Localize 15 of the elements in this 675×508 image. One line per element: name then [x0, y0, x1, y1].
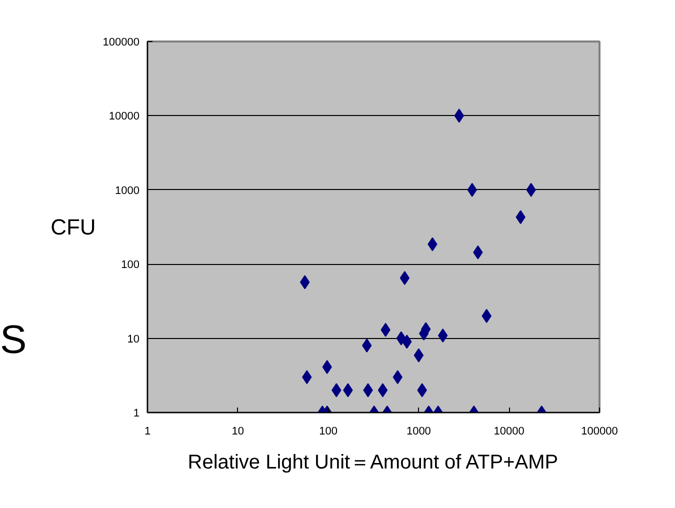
y-tick-label: 100000 — [102, 36, 140, 48]
y-tick-label: 10 — [127, 333, 140, 346]
text: S — [0, 317, 27, 364]
x-tick-label: 100 — [319, 426, 338, 438]
y-axis-title: CFU — [50, 214, 96, 240]
x-axis-title: Relative Light Unit＝Amount of ATP+AMP — [188, 452, 558, 474]
x-tick-label: 100000 — [581, 426, 618, 438]
x-tick-label: 10000 — [494, 426, 524, 438]
x-tick-label: 10 — [232, 426, 244, 438]
y-tick-label: 1 — [133, 408, 140, 420]
y-tick-label: 10000 — [108, 110, 140, 123]
y-tick-label: 100 — [121, 259, 140, 272]
y-tick-label: 1000 — [115, 184, 140, 197]
x-tick-label: 1000 — [406, 426, 431, 438]
x-tick-label: 1 — [144, 426, 151, 438]
